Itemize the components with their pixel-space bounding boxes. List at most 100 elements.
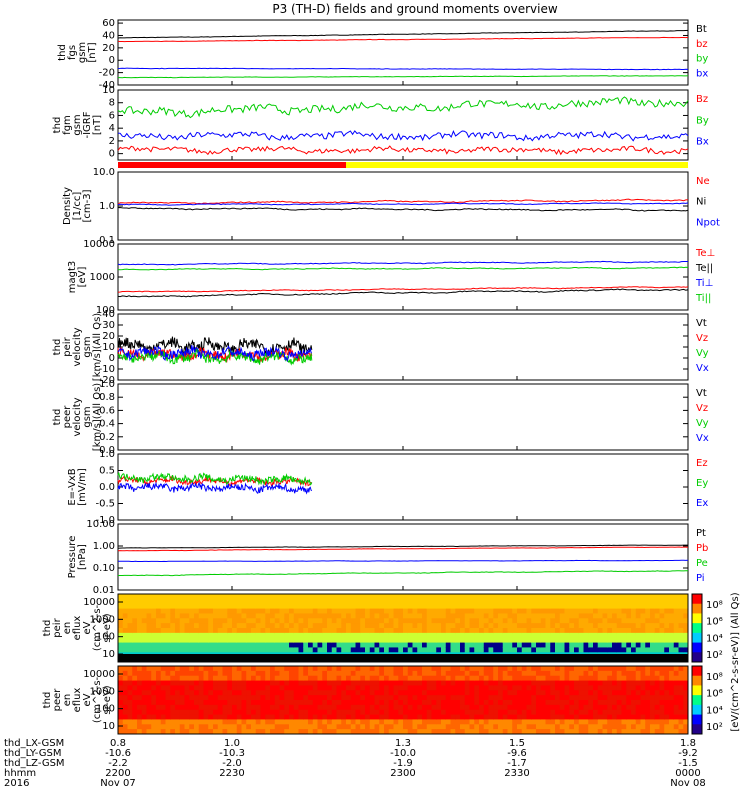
heatmap-cell [379,613,385,619]
heatmap-cell [445,704,451,711]
heatmap-cell [521,608,527,614]
heatmap-cell [265,628,271,634]
heatmap-cell [545,690,551,696]
heatmap-cell [474,719,480,725]
heatmap-cell [403,623,409,629]
heatmap-cell [289,618,295,624]
heatmap-cell [664,623,670,629]
heatmap-cell [122,675,128,682]
heatmap-cell [384,647,390,653]
heatmap-cell [673,719,679,725]
heatmap-cell [593,685,599,691]
heatmap-cell [550,608,556,614]
heatmap-cell [502,623,508,629]
heatmap-cell [388,714,394,720]
heatmap-cell [479,637,485,644]
heatmap-cell [488,675,494,682]
heatmap-cell [246,709,252,716]
heatmap-cell [246,680,252,686]
heatmap-cell [146,637,152,644]
colorbar-cell [692,652,702,663]
heatmap-cell [165,594,171,600]
heatmap-cell [246,700,252,706]
heatmap-cell [336,729,342,735]
heatmap-cell [669,700,675,706]
heatmap-cell [213,690,219,696]
heatmap-cell [417,670,423,677]
heatmap-cell [488,594,494,600]
heatmap-cell [464,714,470,720]
heatmap-cell [355,623,361,629]
heatmap-cell [464,603,470,610]
heatmap-cell [184,714,190,720]
heatmap-cell [593,666,599,672]
heatmap-cell [431,675,437,682]
heatmap-cell [398,719,404,725]
heatmap-cell [274,598,280,605]
heatmap-cell [322,628,328,634]
heatmap-cell [198,666,204,672]
heatmap-cell [217,666,223,672]
heatmap-cell [118,637,124,644]
heatmap-cell [156,680,162,686]
y-tick-label: 10000 [83,597,115,608]
heatmap-cell [270,709,276,716]
heatmap-cell [208,637,214,644]
heatmap-cell [445,642,451,648]
heatmap-cell [284,704,290,711]
heatmap-cell [365,603,371,610]
heatmap-cell [621,628,627,634]
heatmap-cell [217,632,223,639]
heatmap-cell [327,637,333,644]
heatmap-cell [521,729,527,735]
heatmap-cell [312,695,318,701]
heatmap-cell [137,700,143,706]
heatmap-cell [331,670,337,677]
heatmap-cell [175,613,181,619]
y-tick-label: 2 [109,136,115,147]
heatmap-cell [298,714,304,720]
heatmap-cell [650,709,656,716]
heatmap-cell [141,637,147,644]
heatmap-cell [645,719,651,725]
heatmap-cell [669,719,675,725]
heatmap-cell [132,618,138,624]
heatmap-cell [626,719,632,725]
series-line-Ti⊥ [117,260,688,266]
heatmap-cell [583,695,589,701]
heatmap-cell [350,675,356,682]
heatmap-cell [336,603,342,610]
heatmap-cell [360,628,366,634]
heatmap-cell [270,628,276,634]
heatmap-cell [479,608,485,614]
heatmap-cell [236,675,242,682]
heatmap-cell [616,642,622,648]
heatmap-cell [289,675,295,682]
heatmap-cell [170,724,176,730]
heatmap-cell [336,637,342,644]
heatmap-cell [436,623,442,629]
heatmap-cell [612,637,618,644]
heatmap-cell [151,680,157,686]
heatmap-cell [493,603,499,610]
heatmap-cell [141,680,147,686]
heatmap-cell [593,695,599,701]
heatmap-cell [417,628,423,634]
heatmap-cell [678,695,684,701]
heatmap-cell [498,594,504,600]
heatmap-cell [336,719,342,725]
heatmap-cell [635,695,641,701]
heatmap-cell [151,637,157,644]
heatmap-cell [460,685,466,691]
heatmap-cell [122,642,128,648]
heatmap-cell [322,618,328,624]
heatmap-cell [279,690,285,696]
heatmap-cell [208,623,214,629]
heatmap-cell [526,632,532,639]
heatmap-cell [350,637,356,644]
heatmap-cell [493,628,499,634]
heatmap-cell [365,690,371,696]
heatmap-cell [631,704,637,711]
y-axis-label: eflux [72,616,83,641]
